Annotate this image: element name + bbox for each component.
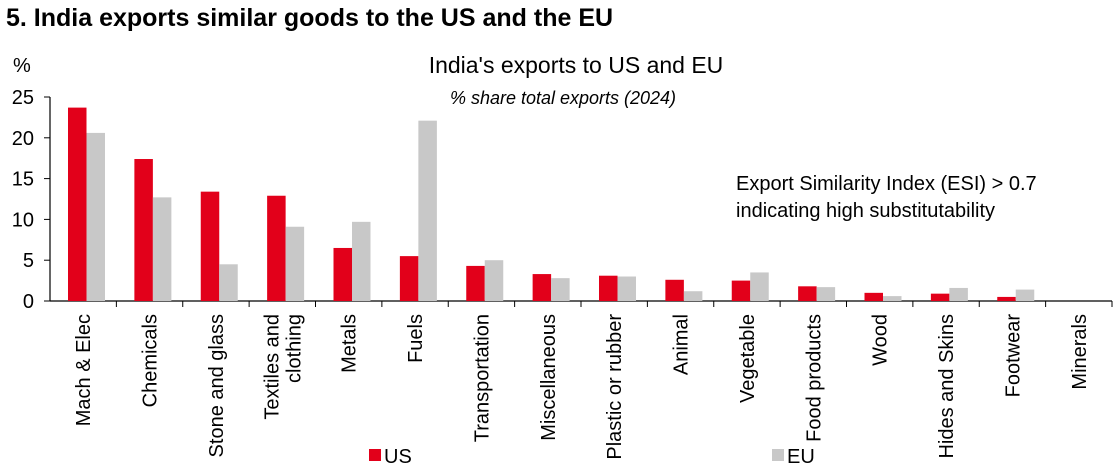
bar-us xyxy=(798,286,817,301)
x-tick-label: clothing xyxy=(283,314,305,383)
x-tick-label: Food products xyxy=(803,314,825,442)
bar-eu xyxy=(949,287,968,301)
x-tick-label: Fuels xyxy=(405,314,427,363)
x-tick-label: Metals xyxy=(339,314,361,373)
chart-title: India's exports to US and EU xyxy=(429,52,724,78)
annotation-text: Export Similarity Index (ESI) > 0.7 xyxy=(736,173,1037,195)
y-axis-label: % xyxy=(13,55,31,77)
bar-eu xyxy=(285,226,305,301)
legend-label-us: US xyxy=(384,446,412,468)
legend-swatch-us xyxy=(369,449,381,461)
bar-eu xyxy=(418,120,437,301)
x-tick-label: Mach & Elec xyxy=(73,314,95,426)
bar-us xyxy=(665,279,684,301)
bar-us xyxy=(930,293,950,301)
x-tick-label: Wood xyxy=(870,314,892,366)
bar-us xyxy=(134,159,153,301)
x-tick-label: Chemicals xyxy=(140,314,162,407)
y-tick-label: 20 xyxy=(12,128,34,150)
x-tick-label: Plastic or rubber xyxy=(604,314,626,460)
bar-eu xyxy=(750,272,769,301)
x-tick-label: Textiles and xyxy=(261,314,283,420)
x-tick-label: Footwear xyxy=(1002,314,1024,398)
x-tick-label: Transportation xyxy=(471,314,493,442)
bar-eu xyxy=(86,132,105,301)
bar-us xyxy=(466,265,485,301)
annotation-text: indicating high substitutability xyxy=(736,200,995,222)
bar-eu xyxy=(683,291,703,301)
bar-us xyxy=(267,195,286,301)
bar-eu xyxy=(1015,289,1035,301)
chart-subtitle: % share total exports (2024) xyxy=(450,88,676,108)
bar-eu xyxy=(219,264,238,301)
legend-label-eu: EU xyxy=(787,446,815,468)
bar-eu xyxy=(883,296,902,301)
bar-us xyxy=(68,107,87,301)
x-tick-label: Hides and Skins xyxy=(936,314,958,459)
bar-us xyxy=(333,247,352,301)
x-tick-label: Minerals xyxy=(1069,314,1091,390)
y-tick-label: 0 xyxy=(23,291,34,313)
bar-us xyxy=(599,275,618,301)
legend-swatch-eu xyxy=(772,449,784,461)
y-tick-label: 15 xyxy=(12,169,34,191)
bar-us xyxy=(864,292,883,301)
x-tick-label: Miscellaneous xyxy=(538,314,560,441)
bar-eu xyxy=(617,276,636,301)
bar-us xyxy=(532,274,552,301)
bar-eu xyxy=(551,278,570,301)
bar-eu xyxy=(152,197,172,301)
figure-heading: 5. India exports similar goods to the US… xyxy=(6,4,614,32)
x-tick-label: Stone and glass xyxy=(206,314,228,457)
y-tick-label: 10 xyxy=(12,209,34,231)
bar-eu xyxy=(484,260,504,301)
bar-us xyxy=(399,256,419,301)
x-tick-label: Vegetable xyxy=(737,314,759,403)
bar-us xyxy=(731,280,751,301)
y-tick-label: 25 xyxy=(12,87,34,109)
bar-us xyxy=(200,191,220,301)
y-tick-label: 5 xyxy=(23,250,34,272)
bar-eu xyxy=(352,221,371,301)
bar-us xyxy=(997,296,1016,301)
bar-eu xyxy=(816,287,836,301)
x-tick-label: Animal xyxy=(671,314,693,375)
